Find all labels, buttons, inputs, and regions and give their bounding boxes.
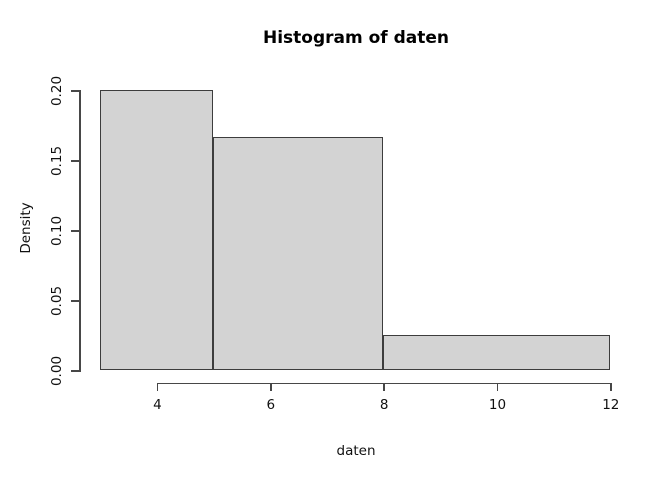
histogram-bar: [383, 335, 611, 370]
y-tick: [71, 370, 79, 372]
x-axis-label: daten: [336, 443, 376, 459]
histogram-bar: [213, 136, 384, 370]
x-tick: [496, 382, 499, 391]
chart-title: Histogram of daten: [262, 28, 450, 48]
y-tick: [71, 90, 79, 92]
y-tick: [71, 300, 79, 302]
histogram-bar: [100, 90, 214, 370]
x-tick: [610, 382, 612, 391]
x-tick: [156, 382, 159, 391]
y-tick-label: 0.15: [49, 145, 65, 176]
y-tick: [71, 230, 79, 232]
y-tick-label: 0.20: [49, 75, 65, 106]
y-axis-line: [79, 90, 81, 372]
y-tick-label: 0.10: [49, 215, 65, 246]
x-tick-label: 10: [488, 396, 507, 413]
x-tick-label: 12: [602, 396, 620, 413]
x-tick-label: 6: [266, 396, 276, 413]
y-tick-label: 0.00: [49, 355, 65, 386]
x-tick: [383, 382, 385, 391]
x-tick-label: 8: [379, 396, 389, 413]
x-tick-label: 4: [153, 396, 162, 413]
x-tick: [270, 382, 272, 391]
y-axis-label: Density: [18, 202, 34, 254]
y-tick: [71, 160, 79, 162]
y-tick-label: 0.05: [49, 285, 65, 316]
